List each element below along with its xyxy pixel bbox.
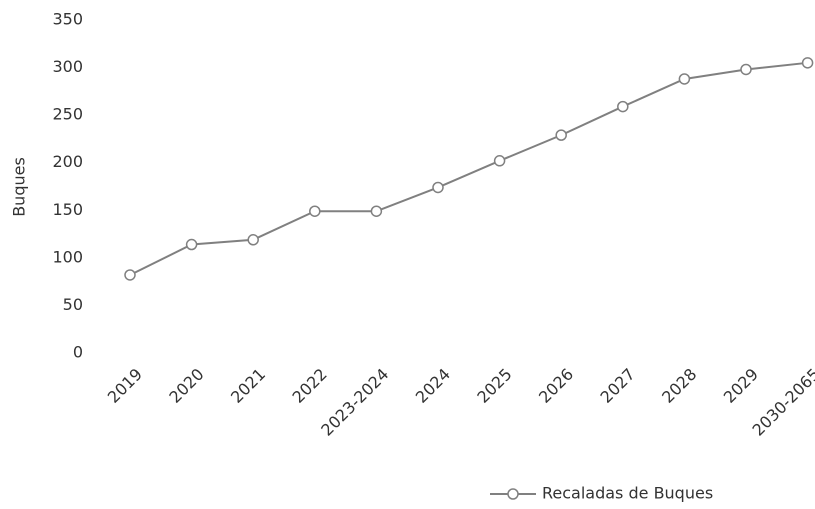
x-tick-label: 2028 bbox=[658, 365, 700, 407]
marker bbox=[309, 205, 321, 217]
marker bbox=[678, 73, 691, 85]
x-tick-label: 2029 bbox=[720, 365, 762, 407]
marker bbox=[801, 57, 814, 69]
marker bbox=[185, 238, 198, 251]
y-tick-label: 200 bbox=[52, 152, 83, 171]
marker bbox=[370, 205, 383, 217]
y-tick-label: 0 bbox=[73, 343, 83, 362]
marker bbox=[617, 100, 629, 113]
marker bbox=[555, 129, 567, 141]
y-axis-label: Buques bbox=[10, 157, 29, 217]
x-tick-label: 2026 bbox=[535, 365, 577, 407]
x-tick-label: 2020 bbox=[165, 365, 207, 407]
legend-marker bbox=[507, 488, 519, 500]
x-tick-label: 2024 bbox=[412, 365, 454, 407]
x-tick-label: 2021 bbox=[227, 365, 269, 407]
marker bbox=[124, 269, 136, 281]
legend-label: Recaladas de Buques bbox=[542, 484, 713, 503]
marker bbox=[740, 63, 752, 76]
x-tick-label: 2022 bbox=[289, 365, 331, 407]
y-tick-label: 300 bbox=[52, 57, 83, 76]
y-tick-label: 150 bbox=[52, 200, 83, 219]
marker bbox=[247, 234, 259, 246]
series-line bbox=[129, 61, 808, 276]
marker bbox=[493, 155, 506, 167]
x-tick-label: 2027 bbox=[597, 365, 639, 407]
x-tick-label: 2025 bbox=[473, 365, 515, 407]
y-tick-label: 250 bbox=[52, 105, 83, 124]
y-tick-label: 50 bbox=[63, 295, 83, 314]
x-tick-label: 2019 bbox=[104, 365, 146, 407]
y-tick-label: 350 bbox=[52, 10, 83, 29]
marker bbox=[432, 181, 444, 194]
y-tick-label: 100 bbox=[52, 247, 83, 266]
